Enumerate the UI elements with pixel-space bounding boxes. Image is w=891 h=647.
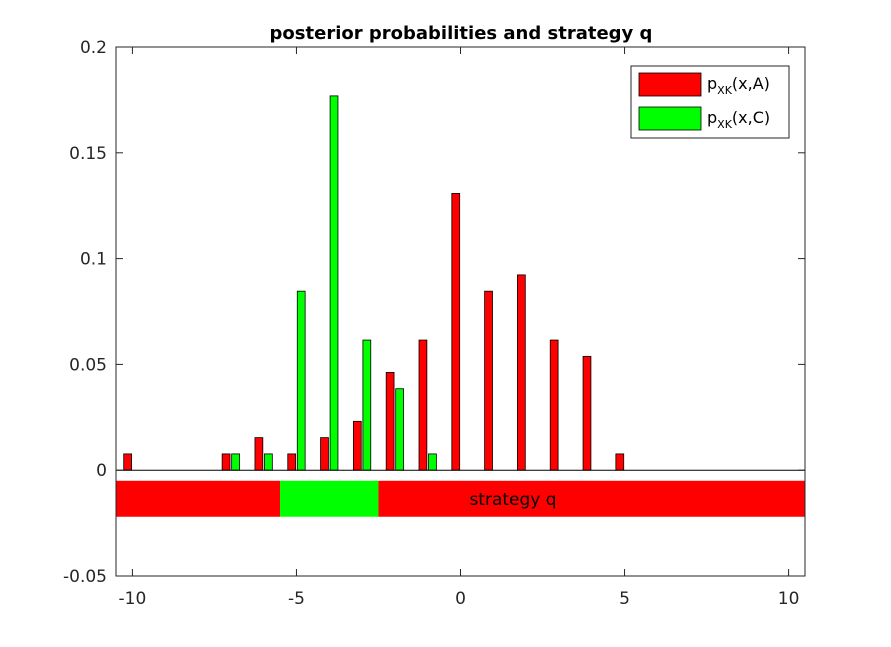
bar-a-4	[582, 355, 592, 471]
legend: pXK(x,A) pXK(x,C)	[630, 65, 790, 139]
legend-entry: pXK(x,A)	[707, 74, 770, 97]
bar-a--7	[221, 453, 231, 471]
bar-a-1	[484, 290, 493, 471]
strategy-segment-c	[280, 480, 379, 517]
legend-entry: pXK(x,C)	[707, 108, 770, 131]
y-tick-label: 0.05	[69, 355, 107, 375]
x-tick-label: 5	[619, 589, 630, 609]
bar-c--3	[362, 339, 372, 471]
bar-a--6	[254, 437, 264, 471]
y-tick-label: 0.2	[80, 38, 107, 58]
y-tick-label: 0.15	[69, 144, 107, 164]
strategy-segment-a	[378, 480, 805, 517]
strategy-segment-a	[116, 480, 281, 517]
bar-a--2	[385, 372, 395, 471]
axes: -10 -5 0 5 10 -0.05 0 0.05 0.1 0.15 0.2	[63, 38, 806, 609]
bar-a--3	[352, 420, 362, 471]
bar-a--5	[287, 453, 297, 471]
bar-a--10	[123, 453, 132, 471]
strategy-label: strategy q	[469, 490, 556, 510]
bar-c--6	[264, 453, 273, 471]
bars	[116, 95, 805, 471]
strategy-bar: strategy q	[116, 480, 805, 517]
bar-a-3	[549, 339, 559, 471]
bar-c--1	[428, 453, 437, 471]
legend-swatch	[638, 106, 702, 131]
bar-a-2	[517, 274, 526, 471]
x-tick-label: 0	[455, 589, 466, 609]
bar-c--4	[329, 95, 339, 471]
bar-a-0	[451, 193, 461, 471]
legend-swatch	[638, 72, 702, 97]
y-tick-label: -0.05	[63, 567, 107, 587]
bar-c--2	[395, 388, 404, 471]
bar-a--1	[418, 339, 428, 471]
y-tick-label: 0.1	[80, 250, 107, 270]
x-tick-label: 10	[778, 589, 800, 609]
bar-c--7	[231, 453, 240, 471]
bar-a-5	[615, 453, 625, 471]
x-tick-label: -10	[119, 589, 147, 609]
bar-c--5	[296, 290, 306, 471]
bar-a--4	[320, 437, 329, 471]
y-tick-label: 0	[96, 461, 107, 481]
x-tick-label: -5	[288, 589, 305, 609]
chart-title: posterior probabilities and strategy q	[270, 23, 653, 44]
